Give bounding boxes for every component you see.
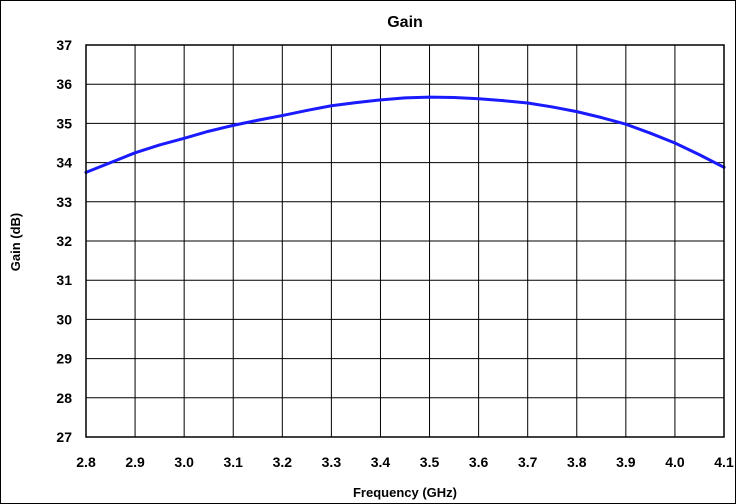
gain-data-point	[673, 141, 677, 145]
gain-data-point	[280, 114, 284, 117]
y-tick-label: 30	[56, 311, 72, 327]
chart-title: Gain	[387, 14, 423, 31]
y-tick-label: 28	[56, 390, 72, 406]
y-tick-label: 29	[56, 351, 72, 367]
x-tick-label: 2.8	[76, 454, 96, 470]
tick-labels: 2.8 2.9 3.0 3.1 3.2 3.3 3.4 3.5 3.6 3.7 3.8 3.9 4.0 4…	[56, 37, 734, 470]
gain-data-point	[526, 101, 530, 105]
gain-data-point	[403, 96, 407, 100]
x-tick-label: 3.8	[567, 454, 587, 470]
gain-data-point	[133, 151, 137, 155]
gain-data-point	[305, 109, 309, 112]
x-axis-label: Frequency (GHz)	[353, 485, 457, 500]
gain-data-point	[379, 98, 382, 102]
y-tick-label: 36	[56, 76, 72, 92]
gain-data-point	[109, 161, 112, 165]
y-tick-label: 32	[56, 233, 72, 249]
x-tick-label: 3.7	[518, 454, 538, 470]
x-tick-label: 3.3	[322, 454, 342, 470]
series-layer	[84, 95, 726, 174]
gain-data-point	[207, 129, 211, 133]
gain-data-point	[550, 105, 554, 109]
gridlines	[85, 44, 725, 438]
gain-data-point	[599, 116, 603, 119]
y-axis-label: Gain (dB)	[8, 213, 23, 272]
gain-data-point	[501, 99, 505, 103]
gain-data-point	[477, 97, 481, 101]
gain-data-point	[182, 136, 186, 140]
gain-data-point	[354, 101, 358, 105]
x-tick-label: 3.4	[371, 454, 391, 470]
y-tick-label: 37	[56, 37, 72, 53]
y-tick-label: 33	[56, 194, 72, 210]
gain-data-point	[648, 131, 652, 135]
x-tick-label: 3.2	[273, 454, 293, 470]
gain-data-point	[256, 118, 260, 122]
gain-data-point	[231, 123, 235, 127]
gain-series-line	[84, 95, 726, 174]
x-tick-label: 3.1	[223, 454, 243, 470]
x-tick-label: 3.5	[420, 454, 440, 470]
y-tick-label: 27	[56, 429, 72, 445]
gain-data-point	[575, 110, 579, 114]
y-tick-label: 35	[56, 115, 72, 131]
x-tick-label: 3.9	[616, 454, 636, 470]
gain-data-point	[428, 95, 431, 99]
plot-area-border	[85, 44, 725, 438]
gain-data-point	[329, 104, 333, 108]
x-tick-label: 2.9	[125, 454, 145, 470]
gain-data-point	[698, 153, 701, 157]
x-tick-label: 4.1	[714, 454, 734, 470]
x-tick-label: 3.6	[469, 454, 489, 470]
gain-data-point	[158, 143, 162, 147]
x-tick-label: 4.0	[665, 454, 685, 470]
x-tick-label: 3.0	[174, 454, 194, 470]
y-tick-label: 31	[56, 272, 72, 288]
gain-data-point	[624, 122, 628, 126]
gain-data-point	[452, 96, 456, 99]
y-tick-label: 34	[56, 155, 72, 171]
